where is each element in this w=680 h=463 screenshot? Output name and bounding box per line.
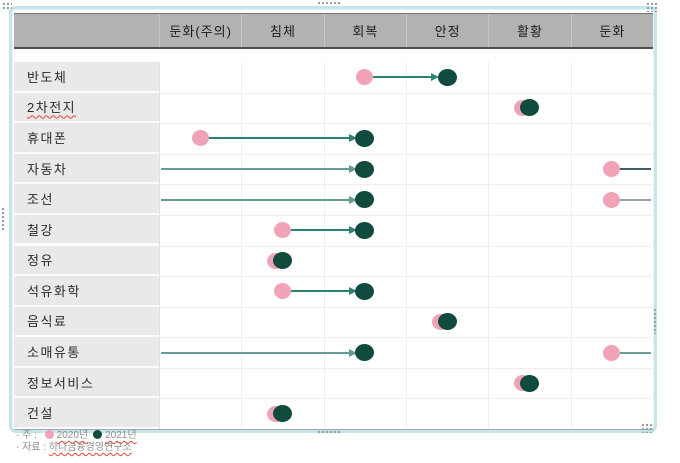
dot-2021 <box>355 160 375 178</box>
row-label-text: 2차전지 <box>27 100 77 116</box>
row-gridline <box>159 306 653 308</box>
arrowhead-icon <box>348 226 357 235</box>
legend-label-2021: 2021년 <box>105 430 137 441</box>
column-header: 둔화 <box>570 14 653 47</box>
row-label-text: 정보서비스 <box>27 375 95 391</box>
dot-2021 <box>355 221 375 239</box>
row-label-text: 조선 <box>27 192 54 208</box>
transition-line <box>290 229 350 232</box>
resize-handle-top-right-icon[interactable] <box>646 2 658 12</box>
row-label-text: 철강 <box>27 222 54 238</box>
source-text: 하나금융경영연구소 <box>48 442 132 453</box>
caption: · 주 : 2020년 2021년 · 자료 : 하나금융경영연구소 <box>16 430 137 454</box>
dot-2021 <box>273 252 292 270</box>
row-gridline <box>159 92 653 94</box>
transition-line <box>290 290 350 293</box>
dot-2021 <box>355 282 375 300</box>
row-gridline <box>159 184 653 186</box>
row-gridline <box>159 123 653 125</box>
dot-2020 <box>274 222 291 239</box>
row-label-text: 휴대폰 <box>27 130 68 146</box>
row-gridline <box>159 214 653 216</box>
arrowhead-icon <box>348 165 357 174</box>
dot-2020 <box>603 344 621 361</box>
dot-2021 <box>520 374 539 392</box>
row-label: 정유 <box>14 245 159 277</box>
wraparound-line-left <box>161 168 350 171</box>
row-label: 소매유통 <box>14 337 159 368</box>
dot-2021 <box>437 68 457 86</box>
dot-2021 <box>273 405 292 423</box>
row-gridline <box>159 245 653 247</box>
column-header: 활황 <box>488 14 571 47</box>
row-label-text: 반도체 <box>27 69 68 85</box>
dot-2020 <box>356 69 374 86</box>
row-gridline <box>159 276 653 278</box>
legend-dot-2020 <box>44 430 54 439</box>
arrowhead-icon <box>348 348 357 357</box>
arrowhead-icon <box>431 73 440 82</box>
arrowhead-icon <box>348 195 357 204</box>
legend-label-2020: 2020년 <box>56 430 89 441</box>
row-label-text: 자동차 <box>27 161 68 177</box>
dot-2021 <box>520 99 539 117</box>
row-label-text: 건설 <box>27 406 54 422</box>
dot-2020 <box>603 191 621 208</box>
column-header: 안정 <box>406 14 489 47</box>
transition-line <box>372 76 433 79</box>
wraparound-line-left <box>161 351 350 354</box>
row-label-text: 석유화학 <box>27 283 81 299</box>
resize-handle-left-center-icon[interactable] <box>1 207 6 231</box>
resize-handle-bottom-right-icon[interactable] <box>641 423 654 433</box>
dot-2020 <box>274 283 291 300</box>
row-gridline <box>159 337 653 339</box>
table-bottom-border <box>14 429 653 430</box>
row-label-text: 음식료 <box>27 314 68 330</box>
resize-handle-top-left-icon[interactable] <box>2 2 12 11</box>
legend-dot-2021 <box>93 430 103 439</box>
row-label: 정보서비스 <box>14 367 159 399</box>
wraparound-line-right <box>619 351 651 354</box>
row-label: 휴대폰 <box>14 123 159 154</box>
dot-2021 <box>355 129 375 147</box>
column-header: 회복 <box>323 14 406 47</box>
row-label: 건설 <box>14 398 159 429</box>
dot-2021 <box>355 191 375 209</box>
dot-2020 <box>603 161 621 178</box>
row-label: 석유화학 <box>14 276 159 307</box>
column-header: 침체 <box>241 14 324 47</box>
row-gridline <box>159 367 653 369</box>
dot-2020 <box>191 130 209 147</box>
row-label: 조선 <box>14 184 159 215</box>
dot-2021 <box>437 313 457 331</box>
row-label: 철강 <box>14 214 159 246</box>
source-line: · 자료 : 하나금융경영연구소 <box>16 442 137 454</box>
column-header: 둔화(주의) <box>159 14 242 47</box>
resize-handle-top-center-icon[interactable] <box>317 1 341 6</box>
dot-2021 <box>355 344 375 362</box>
row-label-text: 정유 <box>27 253 54 269</box>
row-gridline <box>159 153 653 155</box>
note-prefix: · 주 : <box>16 430 40 441</box>
row-label: 2차전지 <box>14 92 159 124</box>
row-gridline <box>159 398 653 400</box>
wraparound-line-right <box>619 198 651 201</box>
row-label-text: 소매유통 <box>27 345 81 361</box>
note-legend-line: · 주 : 2020년 2021년 <box>16 430 137 442</box>
source-prefix: · 자료 : <box>16 442 49 453</box>
row-label: 음식료 <box>14 306 159 338</box>
transition-line <box>208 137 350 140</box>
row-label: 자동차 <box>14 153 159 185</box>
arrowhead-icon <box>348 134 357 143</box>
wraparound-line-left <box>161 198 350 201</box>
resize-handle-right-center-icon[interactable] <box>653 308 658 334</box>
wraparound-line-right <box>619 168 651 171</box>
arrowhead-icon <box>348 287 357 296</box>
row-label: 반도체 <box>14 62 159 93</box>
resize-handle-bottom-center-icon[interactable] <box>317 430 341 435</box>
